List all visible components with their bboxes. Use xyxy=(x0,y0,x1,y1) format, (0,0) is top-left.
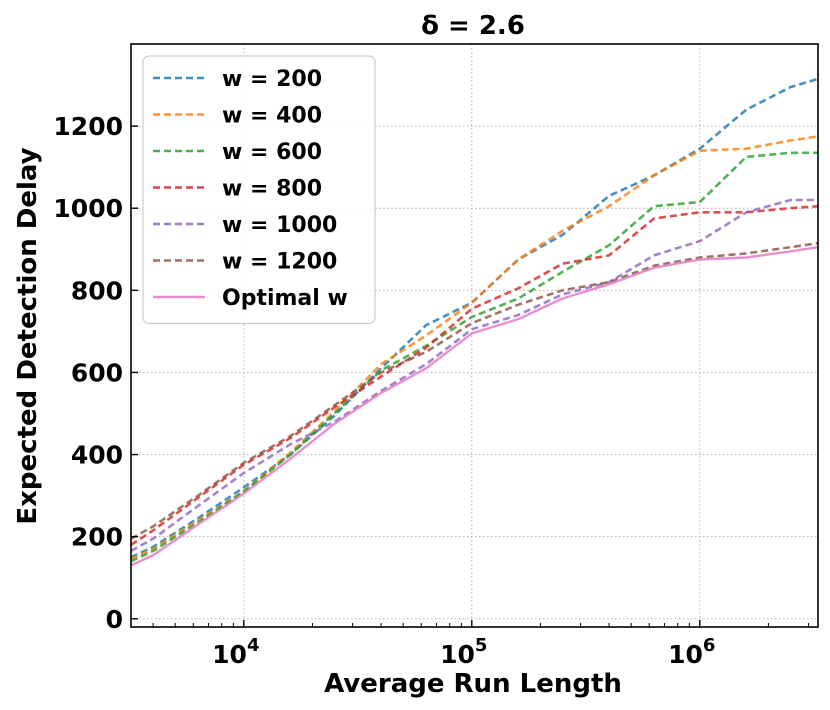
chart-title: δ = 2.6 xyxy=(421,11,525,41)
legend-label: w = 1000 xyxy=(222,213,337,238)
legend-label: w = 1200 xyxy=(222,250,337,275)
series-lines xyxy=(130,77,819,567)
x-tick-label: 105 xyxy=(440,635,487,669)
axis-ticks: 0 200 400 600 800 1000 1200 104 105 106 xyxy=(53,112,810,669)
y-axis-label: Expected Detection Delay xyxy=(13,147,43,524)
y-tick-label: 800 xyxy=(71,276,123,305)
legend-label: w = 200 xyxy=(222,67,322,92)
legend: w = 200 w = 400 w = 600 w = 800 w = 1000 w = … xyxy=(142,55,376,325)
legend-label: w = 800 xyxy=(222,177,322,202)
series-line-6 xyxy=(130,246,819,567)
y-tick-label: 1000 xyxy=(53,194,123,223)
legend-label: w = 400 xyxy=(222,104,322,129)
y-tick-label: 600 xyxy=(71,358,123,387)
legend-box xyxy=(142,55,376,325)
x-axis-label: Average Run Length xyxy=(324,669,622,699)
plot-frame xyxy=(130,43,819,628)
legend-label: Optimal w xyxy=(222,286,348,311)
series-line-0 xyxy=(130,77,819,559)
y-tick-label: 1200 xyxy=(53,112,123,141)
x-tick-label: 106 xyxy=(668,635,715,669)
y-tick-label: 400 xyxy=(71,441,123,470)
y-tick-label: 0 xyxy=(106,605,123,634)
series-line-2 xyxy=(130,151,818,563)
y-tick-label: 200 xyxy=(71,523,123,552)
legend-label: w = 600 xyxy=(222,140,322,165)
series-line-3 xyxy=(130,204,819,546)
x-tick-label: 104 xyxy=(212,635,259,669)
series-line-4 xyxy=(130,198,818,553)
